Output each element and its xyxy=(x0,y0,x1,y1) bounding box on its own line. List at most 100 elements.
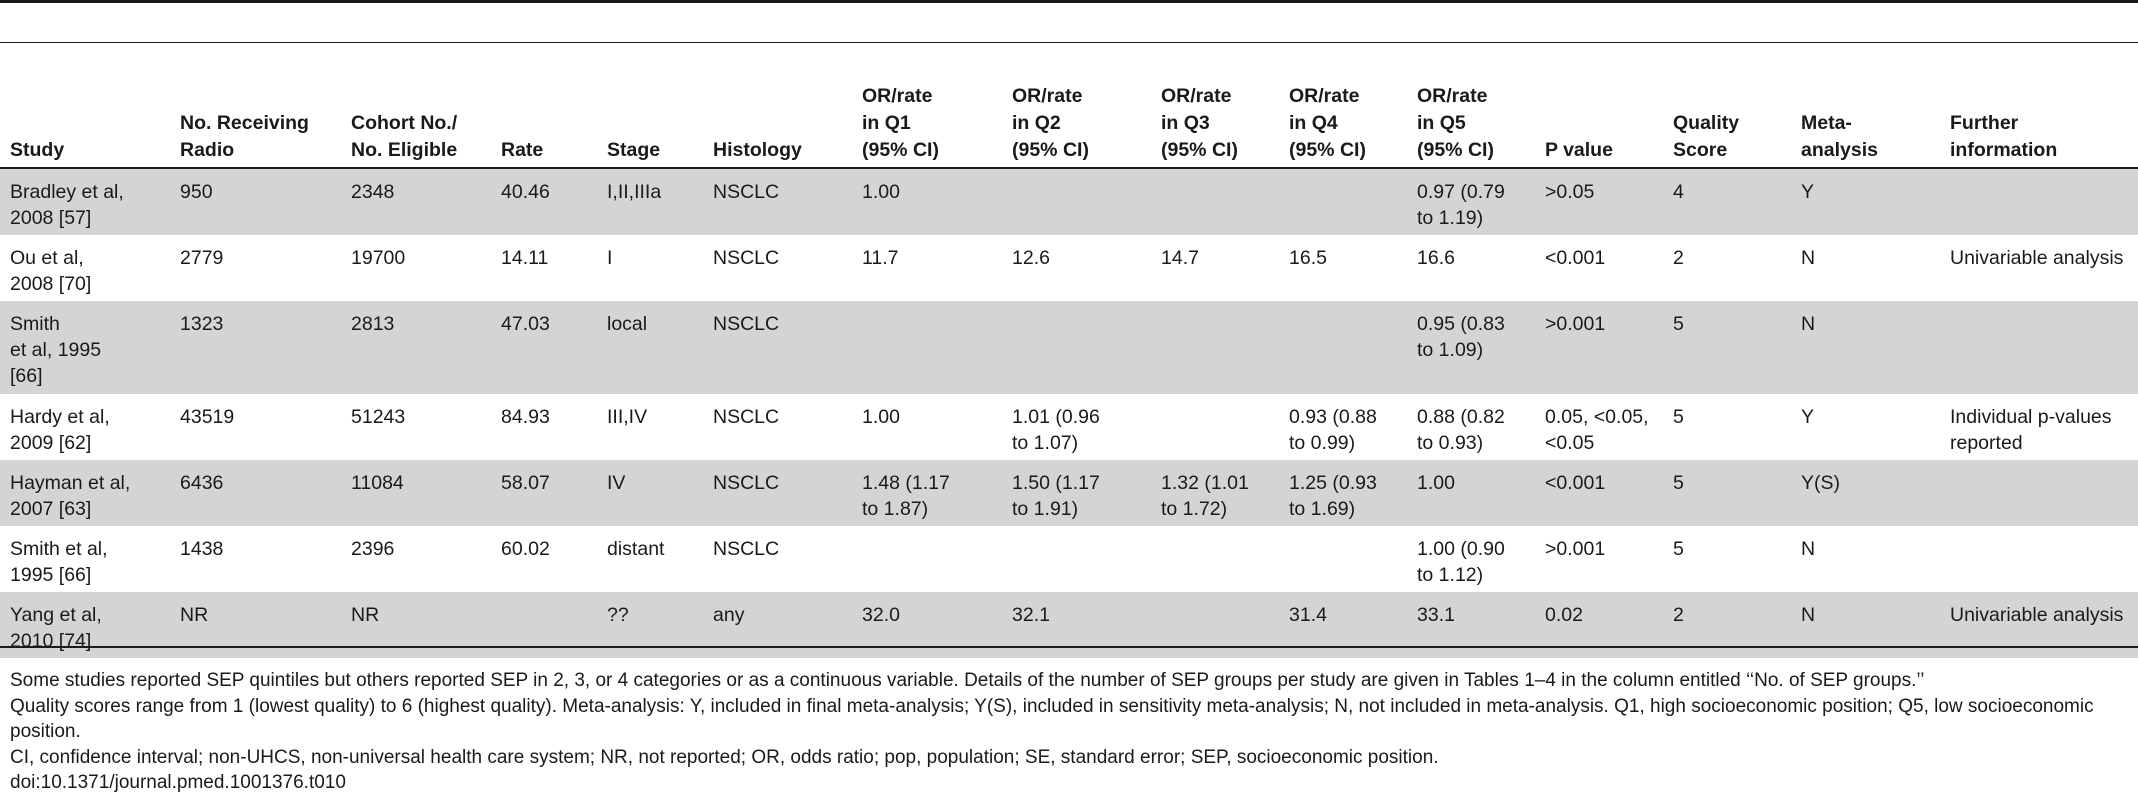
table-row: Hayman et al, 2007 [63] 6436 11084 58.07… xyxy=(0,460,2138,526)
table-cell: 1.32 (1.01 to 1.72) xyxy=(1151,460,1279,526)
table-cell: IV xyxy=(597,460,703,526)
footnote-sep-groups: Some studies reported SEP quintiles but … xyxy=(10,670,1925,691)
table-cell: 32.1 xyxy=(1002,592,1151,658)
table-cell xyxy=(1151,526,1279,592)
table-cell xyxy=(1151,592,1279,658)
table-cell: 0.88 (0.82 to 0.93) xyxy=(1417,406,1505,454)
table-cell: NSCLC xyxy=(713,538,780,560)
table-cell: 58.07 xyxy=(491,460,597,526)
table-cell: >0.05 xyxy=(1535,168,1663,235)
header-stage: Stage xyxy=(597,45,703,169)
table-cell: 14.7 xyxy=(1161,247,1199,269)
table-cell: I,II,IIIa xyxy=(597,168,703,235)
table-cell: 31.4 xyxy=(1279,592,1407,658)
table-cell: 6436 xyxy=(170,460,341,526)
table-cell xyxy=(491,592,597,658)
table-cell: 1.00 (0.90 to 1.12) xyxy=(1417,538,1505,586)
table-cell: III,IV xyxy=(607,406,648,428)
table-cell: Smith et al, 1995 [66] xyxy=(0,301,170,394)
header-q1: OR/rate in Q1 (95% CI) xyxy=(852,45,1002,169)
table-cell: N xyxy=(1801,247,1816,269)
header-meta-analysis: Meta- analysis xyxy=(1791,45,1940,169)
table-cell: any xyxy=(703,592,852,658)
table-cell: Y(S) xyxy=(1791,460,1940,526)
table-cell: N xyxy=(1791,592,1940,658)
header-q4: OR/rate in Q4 (95% CI) xyxy=(1279,45,1407,169)
table-cell xyxy=(1940,460,2138,526)
table-cell: NSCLC xyxy=(703,460,852,526)
table-cell: 32.0 xyxy=(852,592,1002,658)
table-cell: Individual p-values reported xyxy=(1950,406,2112,454)
table-cell xyxy=(1151,168,1279,235)
table-cell: <0.001 xyxy=(1545,247,1606,269)
table-cell: 11084 xyxy=(341,460,491,526)
table-cell: Ou et al, 2008 [70] xyxy=(10,247,92,295)
table-cell: ?? xyxy=(597,592,703,658)
table-cell: NSCLC xyxy=(703,168,852,235)
table-caption-rule xyxy=(0,42,2138,43)
table-cell: NSCLC xyxy=(703,301,852,394)
table-cell: NSCLC xyxy=(713,406,780,428)
table-cell: 1438 xyxy=(180,538,224,560)
table-cell: I xyxy=(607,247,613,269)
table-cell: Smith et al, 1995 [66] xyxy=(10,538,108,586)
table-cell: 5 xyxy=(1673,406,1684,428)
table-cell: 43519 xyxy=(180,406,235,428)
footnote-quality-scores: Quality scores range from 1 (lowest qual… xyxy=(10,695,2094,743)
table-cell: Y xyxy=(1801,406,1815,428)
header-q3: OR/rate in Q3 (95% CI) xyxy=(1151,45,1279,169)
table-cell: >0.001 xyxy=(1535,301,1663,394)
table-row: Hardy et al, 2009 [62] 43519 51243 84.93… xyxy=(0,394,2138,460)
table-cell: 2813 xyxy=(341,301,491,394)
table-cell: 12.6 xyxy=(1012,247,1050,269)
table-cell: Bradley et al, 2008 [57] xyxy=(0,168,170,235)
table-cell: local xyxy=(597,301,703,394)
table-cell xyxy=(852,301,1002,394)
table-cell: 2 xyxy=(1663,592,1791,658)
table-cell: 47.03 xyxy=(491,301,597,394)
table-cell: Yang et al, 2010 [74] xyxy=(0,592,170,658)
table-footnotes: Some studies reported SEP quintiles but … xyxy=(10,668,2130,796)
table-cell: 950 xyxy=(170,168,341,235)
table-cell: 16.6 xyxy=(1417,247,1455,269)
table-cell xyxy=(1151,301,1279,394)
table-cell xyxy=(1279,168,1407,235)
table-cell: 0.93 (0.88 to 0.99) xyxy=(1289,406,1377,454)
table-cell: 2 xyxy=(1673,247,1684,269)
footnote-doi: doi:10.1371/journal.pmed.1001376.t010 xyxy=(10,772,346,793)
header-q2: OR/rate in Q2 (95% CI) xyxy=(1002,45,1151,169)
table-cell: 1.01 (0.96 to 1.07) xyxy=(1012,406,1100,454)
table-cell: 0.97 (0.79 to 1.19) xyxy=(1407,168,1535,235)
table-cell xyxy=(1279,301,1407,394)
table-cell: 40.46 xyxy=(491,168,597,235)
table-cell: 2348 xyxy=(341,168,491,235)
header-q5: OR/rate in Q5 (95% CI) xyxy=(1407,45,1535,169)
table-cell: 2779 xyxy=(180,247,224,269)
table-cell xyxy=(1002,526,1151,592)
table-row: Bradley et al, 2008 [57] 950 2348 40.46 … xyxy=(0,168,2138,235)
table-cell: 1.25 (0.93 to 1.69) xyxy=(1279,460,1407,526)
table-cell: 5 xyxy=(1663,301,1791,394)
table-cell: 0.02 xyxy=(1535,592,1663,658)
header-study: Study xyxy=(0,45,170,169)
table-cell: Y xyxy=(1791,168,1940,235)
table-cell: Hayman et al, 2007 [63] xyxy=(0,460,170,526)
table-cell: 1.00 xyxy=(852,168,1002,235)
table-cell xyxy=(1940,301,2138,394)
header-histology: Histology xyxy=(703,45,852,169)
table-cell: 1.00 xyxy=(1407,460,1535,526)
table-cell: distant xyxy=(607,538,665,560)
header-no-receiving-radio: No. Receiving Radio xyxy=(170,45,341,169)
table-cell: 11.7 xyxy=(862,247,899,269)
table-cell: 19700 xyxy=(351,247,406,269)
table-cell: Hardy et al, 2009 [62] xyxy=(10,406,110,454)
table-header-row: Study No. Receiving Radio Cohort No./ No… xyxy=(0,45,2138,169)
table-cell: 1.48 (1.17 to 1.87) xyxy=(852,460,1002,526)
table-cell: NR xyxy=(341,592,491,658)
table-row: Ou et al, 2008 [70] 2779 19700 14.11 I N… xyxy=(0,235,2138,301)
results-table: Study No. Receiving Radio Cohort No./ No… xyxy=(0,45,2138,658)
table-cell: 16.5 xyxy=(1289,247,1327,269)
table-cell: 5 xyxy=(1673,538,1684,560)
footnote-abbreviations: CI, confidence interval; non-UHCS, non-u… xyxy=(10,746,1439,768)
table-bottom-rule xyxy=(0,646,2138,648)
